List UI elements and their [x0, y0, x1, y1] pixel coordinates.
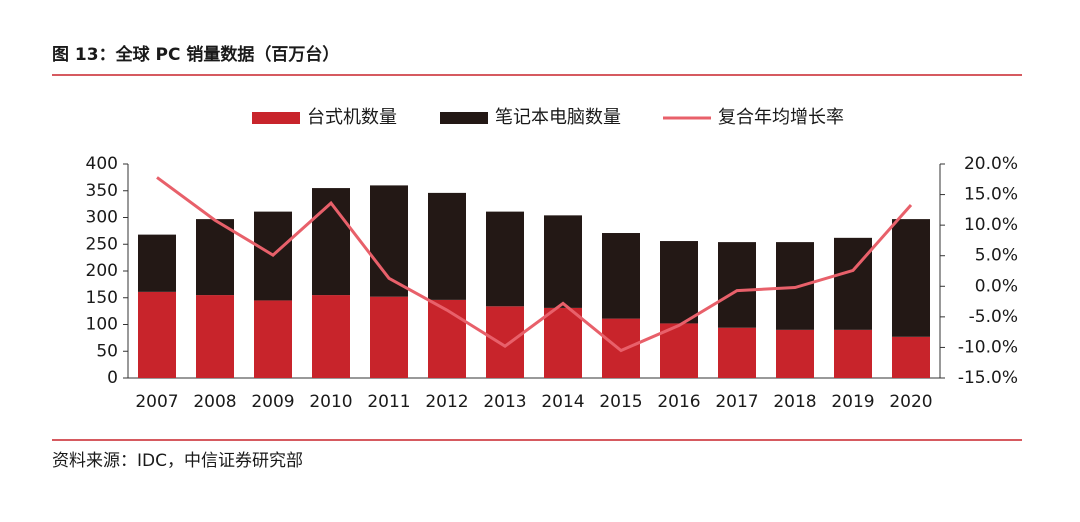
x-tick-label: 2020 [889, 392, 932, 412]
bar [834, 237, 872, 330]
y2-tick-label: 15.0% [964, 185, 1018, 205]
line-series [156, 176, 913, 353]
x-tick-label: 2012 [425, 392, 468, 412]
y2-tick-label: 20.0% [964, 154, 1018, 174]
bar [138, 234, 176, 292]
legend-label: 笔记本电脑数量 [495, 107, 621, 128]
bar [486, 211, 524, 307]
bar [544, 307, 582, 378]
y2-tick-label: -5.0% [969, 307, 1018, 327]
x-tick-label: 2017 [715, 392, 758, 412]
bar [312, 295, 350, 378]
x-tick-label: 2007 [135, 392, 178, 412]
bar [138, 291, 176, 378]
x-tick-label: 2019 [831, 392, 874, 412]
bar [486, 306, 524, 378]
x-tick-label: 2010 [309, 392, 352, 412]
y-tick-label: 200 [86, 261, 118, 281]
bar [776, 329, 814, 378]
bar [602, 233, 640, 319]
y2-tick-label: 0.0% [975, 276, 1018, 296]
y2-tick-label: 5.0% [975, 246, 1018, 266]
y2-tick-label: -10.0% [958, 337, 1018, 357]
x-tick-label: 2011 [367, 392, 410, 412]
x-tick-label: 2018 [773, 392, 816, 412]
x-tick-label: 2016 [657, 392, 700, 412]
x-tick-label: 2015 [599, 392, 642, 412]
bar [196, 219, 234, 296]
legend-label: 台式机数量 [307, 107, 397, 128]
x-tick-label: 2014 [541, 392, 584, 412]
chart-title: 图 13：全球 PC 销量数据（百万台） [52, 44, 339, 65]
bar [892, 336, 930, 378]
y-tick-label: 250 [86, 234, 118, 254]
y-tick-label: 150 [86, 288, 118, 308]
y-tick-label: 100 [86, 315, 118, 335]
y-tick-label: 350 [86, 181, 118, 201]
bar [254, 300, 292, 378]
bar [718, 242, 756, 328]
y-tick-label: 50 [96, 341, 118, 361]
x-tick-label: 2008 [193, 392, 236, 412]
x-tick-label: 2013 [483, 392, 526, 412]
bar [718, 327, 756, 378]
bar [196, 295, 234, 378]
bar [428, 192, 466, 300]
bar [428, 299, 466, 378]
bar [660, 241, 698, 324]
bar [370, 296, 408, 378]
bar [834, 329, 872, 378]
legend-swatch [252, 112, 300, 124]
bar [312, 188, 350, 296]
y-tick-label: 400 [86, 154, 118, 174]
source-note: 资料来源：IDC，中信证券研究部 [52, 451, 303, 471]
legend-swatch [440, 112, 488, 124]
x-tick-label: 2009 [251, 392, 294, 412]
y-tick-label: 300 [86, 208, 118, 228]
y2-tick-label: 10.0% [964, 215, 1018, 235]
y-tick-label: 0 [107, 368, 118, 388]
bar [544, 215, 582, 308]
y2-tick-label: -15.0% [958, 368, 1018, 388]
legend-label: 复合年均增长率 [718, 107, 844, 128]
bar [602, 318, 640, 378]
bar [892, 219, 930, 337]
